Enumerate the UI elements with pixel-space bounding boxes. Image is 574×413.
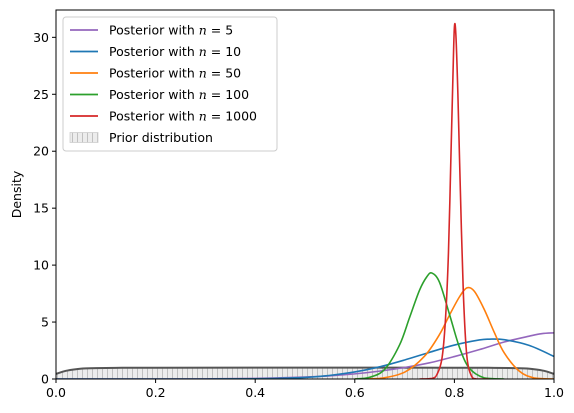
legend-label-n50: Posterior with n = 50 bbox=[109, 66, 241, 81]
legend-label-prior: Prior distribution bbox=[109, 130, 213, 145]
x-tick-label: 0.2 bbox=[146, 385, 166, 400]
plot-frame bbox=[55, 9, 555, 380]
prior-fill bbox=[56, 367, 554, 379]
series-line-n1000 bbox=[419, 22, 490, 379]
y-tick-label: 10 bbox=[33, 258, 49, 273]
legend-label-n5: Posterior with n = 5 bbox=[109, 23, 233, 38]
y-tick-label: 5 bbox=[41, 315, 49, 330]
x-axis: 0.0 0.2 0.4 0.6 0.8 1.0 bbox=[46, 379, 564, 400]
prior-outline bbox=[56, 366, 554, 375]
y-tick-label: 30 bbox=[33, 30, 49, 45]
x-tick-label: 0.4 bbox=[245, 385, 265, 400]
prior-layer bbox=[56, 366, 554, 379]
y-tick-label: 0 bbox=[41, 372, 49, 387]
series-line-n50 bbox=[354, 286, 554, 379]
legend-label-n1000: Posterior with n = 1000 bbox=[109, 109, 257, 124]
legend-label-n100: Posterior with n = 100 bbox=[109, 87, 249, 102]
y-tick-label: 20 bbox=[33, 144, 49, 159]
x-tick-label: 1.0 bbox=[544, 385, 564, 400]
x-tick-label: 0.8 bbox=[444, 385, 464, 400]
y-tick-label: 25 bbox=[33, 87, 49, 102]
legend-box bbox=[62, 16, 278, 152]
y-axis: 0 5 10 15 20 25 30 bbox=[33, 30, 56, 387]
legend: Posterior with n = 5 Posterior with n = 1… bbox=[62, 16, 278, 152]
legend-swatch-prior bbox=[69, 132, 99, 143]
y-axis-title: Density bbox=[9, 170, 24, 218]
x-tick-label: 0.0 bbox=[46, 385, 66, 400]
x-tick-label: 0.6 bbox=[345, 385, 365, 400]
y-tick-label: 15 bbox=[33, 201, 49, 216]
legend-label-n10: Posterior with n = 10 bbox=[109, 44, 241, 59]
